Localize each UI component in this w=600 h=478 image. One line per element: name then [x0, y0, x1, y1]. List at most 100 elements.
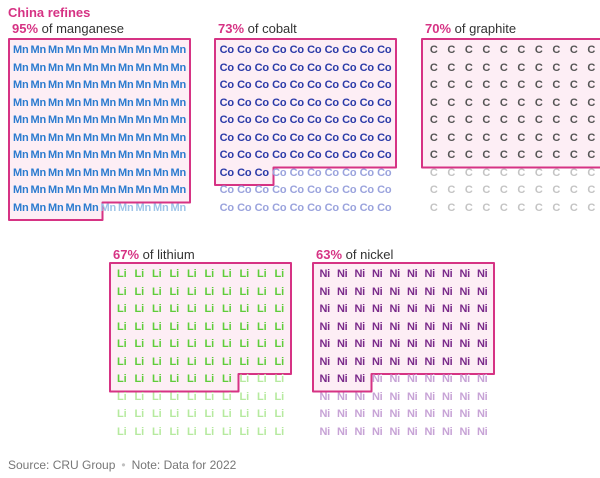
refined-unit-mn: Mn: [153, 61, 169, 74]
refined-unit-mn: Mn: [65, 44, 82, 56]
other-unit-ni: Ni: [406, 425, 418, 438]
refined-unit-mn: Mn: [170, 166, 187, 179]
refined-unit-mn: Mn: [153, 114, 169, 126]
refined-unit-co: Co: [219, 131, 234, 144]
refined-unit-co: Co: [324, 131, 339, 144]
other-unit-ni: Ni: [441, 408, 453, 420]
refined-unit-mn: Mn: [83, 149, 99, 161]
refined-unit-mn: Mn: [100, 166, 117, 179]
refined-unit-co: Co: [219, 44, 234, 56]
other-unit-li: Li: [169, 425, 180, 438]
refined-unit-co: Co: [237, 79, 252, 91]
chart-footer: Source: CRU Group • Note: Data for 2022: [8, 458, 236, 472]
refined-unit-mn: Mn: [83, 131, 99, 144]
refined-unit-c: C: [517, 149, 526, 161]
refined-unit-co: Co: [289, 79, 304, 91]
refined-unit-li: Li: [134, 320, 145, 333]
refined-unit-c: C: [534, 61, 543, 74]
other-unit-li: Li: [169, 408, 180, 420]
refined-unit-li: Li: [204, 320, 215, 333]
other-unit-c: C: [464, 201, 473, 214]
refined-unit-mn: Mn: [170, 149, 187, 161]
refined-unit-ni: Ni: [476, 355, 488, 368]
refined-unit-mn: Mn: [65, 61, 82, 74]
refined-unit-ni: Ni: [371, 320, 383, 333]
refined-unit-co: Co: [272, 44, 287, 56]
refined-unit-mn: Mn: [48, 79, 64, 91]
refined-unit-co: Co: [272, 149, 287, 161]
other-unit-ni: Ni: [389, 373, 401, 385]
refined-unit-mn: Mn: [135, 114, 152, 126]
refined-unit-mn: Mn: [65, 201, 82, 214]
refined-unit-ni: Ni: [336, 373, 348, 385]
refined-unit-co: Co: [289, 44, 304, 56]
refined-unit-ni: Ni: [354, 285, 366, 298]
refined-unit-mn: Mn: [30, 131, 47, 144]
refined-unit-ni: Ni: [389, 355, 401, 368]
refined-unit-co: Co: [272, 61, 287, 74]
refined-unit-co: Co: [237, 61, 252, 74]
percent-label: 73%: [218, 21, 245, 36]
other-unit-ni: Ni: [389, 408, 401, 420]
other-unit-co: Co: [307, 201, 322, 214]
other-unit-li: Li: [134, 390, 145, 403]
refined-unit-c: C: [517, 61, 526, 74]
other-unit-c: C: [447, 166, 456, 179]
refined-unit-c: C: [429, 149, 438, 161]
refined-unit-ni: Ni: [476, 338, 488, 350]
refined-unit-co: Co: [307, 61, 322, 74]
mineral-label: of nickel: [342, 247, 394, 262]
refined-unit-co: Co: [237, 114, 252, 126]
refined-unit-ni: Ni: [371, 285, 383, 298]
other-unit-co: Co: [272, 201, 287, 214]
refined-unit-c: C: [429, 131, 438, 144]
refined-unit-co: Co: [359, 79, 374, 91]
other-unit-ni: Ni: [476, 390, 488, 403]
refined-unit-ni: Ni: [476, 268, 488, 280]
other-unit-ni: Ni: [424, 390, 436, 403]
refined-unit-li: Li: [169, 320, 180, 333]
refined-unit-ni: Ni: [336, 338, 348, 350]
other-unit-ni: Ni: [354, 390, 366, 403]
refined-unit-mn: Mn: [135, 79, 152, 91]
refined-unit-c: C: [534, 149, 543, 161]
refined-unit-mn: Mn: [135, 166, 152, 179]
refined-unit-co: Co: [359, 114, 374, 126]
refined-unit-mn: Mn: [83, 114, 99, 126]
refined-unit-c: C: [429, 61, 438, 74]
refined-unit-li: Li: [239, 285, 250, 298]
refined-unit-c: C: [587, 79, 596, 91]
refined-unit-co: Co: [324, 79, 339, 91]
refined-unit-ni: Ni: [459, 338, 471, 350]
other-unit-ni: Ni: [389, 390, 401, 403]
other-unit-mn: Mn: [153, 201, 169, 214]
refined-unit-c: C: [447, 61, 456, 74]
refined-unit-mn: Mn: [30, 149, 47, 161]
refined-unit-li: Li: [169, 373, 180, 385]
share-outline-c: [421, 38, 600, 169]
refined-unit-c: C: [447, 79, 456, 91]
other-unit-ni: Ni: [476, 408, 488, 420]
refined-unit-li: Li: [152, 355, 162, 368]
other-unit-li: Li: [117, 390, 127, 403]
refined-unit-li: Li: [187, 320, 197, 333]
other-unit-c: C: [587, 166, 596, 179]
refined-unit-li: Li: [117, 320, 127, 333]
other-unit-c: C: [552, 201, 561, 214]
refined-unit-co: Co: [342, 149, 357, 161]
refined-unit-c: C: [569, 149, 578, 161]
refined-unit-ni: Ni: [371, 303, 383, 315]
refined-unit-c: C: [464, 44, 473, 56]
other-unit-co: Co: [272, 166, 287, 179]
refined-unit-c: C: [587, 96, 596, 109]
other-unit-li: Li: [274, 373, 285, 385]
refined-unit-co: Co: [342, 131, 357, 144]
refined-unit-li: Li: [274, 355, 285, 368]
other-unit-co: Co: [342, 201, 357, 214]
refined-unit-li: Li: [169, 338, 180, 350]
other-unit-co: Co: [377, 184, 392, 196]
other-unit-li: Li: [169, 390, 180, 403]
other-unit-co: Co: [342, 184, 357, 196]
refined-unit-mn: Mn: [118, 149, 134, 161]
